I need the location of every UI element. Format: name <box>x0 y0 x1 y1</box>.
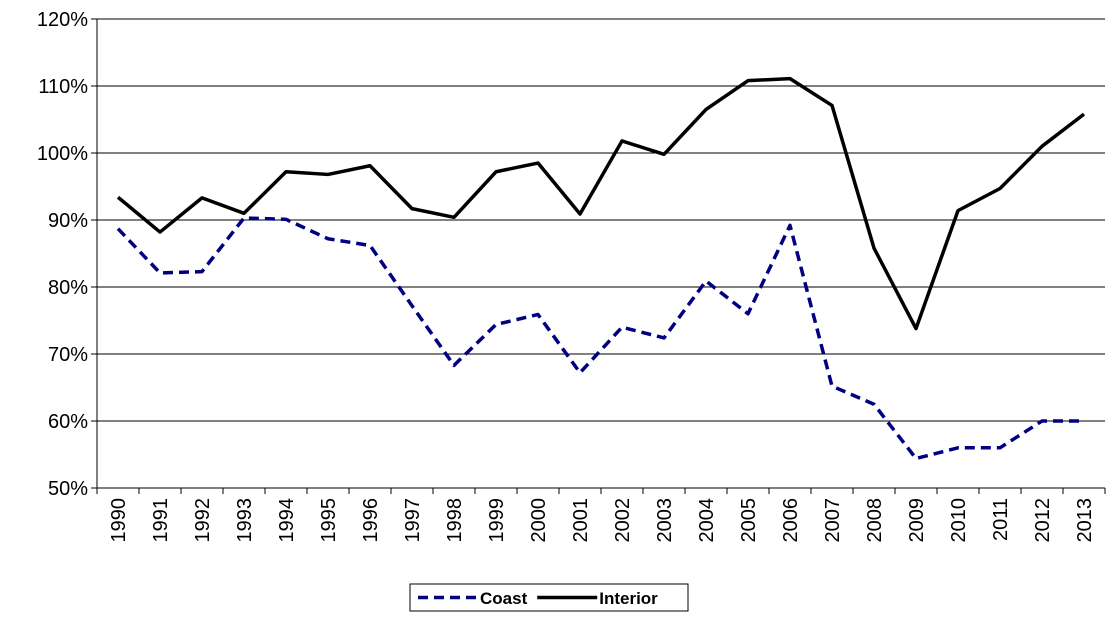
x-tick-label: 2011 <box>990 498 1012 541</box>
x-tick-label: 2012 <box>1032 498 1054 543</box>
x-tick-label: 2007 <box>822 498 844 543</box>
x-tick-label: 2004 <box>696 498 718 543</box>
x-tick-label: 1995 <box>318 498 340 543</box>
legend: Coast Interior <box>409 583 689 612</box>
x-tick-label: 1994 <box>276 498 298 543</box>
x-tick-label: 2003 <box>654 498 676 543</box>
x-tick-label: 2000 <box>528 498 550 543</box>
series-line <box>116 76 1086 331</box>
x-tick-label: 2010 <box>948 498 970 543</box>
y-tick-label: 50% <box>48 478 88 500</box>
x-tick-label: 1992 <box>192 498 214 543</box>
x-tick-label: 1998 <box>444 498 466 543</box>
y-tick-label: 80% <box>48 277 88 299</box>
x-tick-label: 2002 <box>612 498 634 543</box>
series-line <box>116 216 1084 461</box>
x-tick-label: 2009 <box>906 498 928 543</box>
y-tick-label: 110% <box>38 76 88 98</box>
x-tick-label: 1996 <box>360 498 382 543</box>
x-tick-label: 1991 <box>150 498 172 543</box>
x-tick-label: 2005 <box>738 498 760 543</box>
x-tick-label: 2008 <box>864 498 886 543</box>
y-tick-label: 100% <box>37 143 88 165</box>
x-tick-label: 1993 <box>234 498 256 543</box>
y-tick-label: 70% <box>48 344 88 366</box>
legend-label: Interior <box>599 589 658 608</box>
y-tick-label: 90% <box>48 210 88 232</box>
x-tick-label: 1997 <box>402 498 424 543</box>
x-tick-label: 1999 <box>486 498 508 543</box>
x-tick-label: 2001 <box>570 498 592 543</box>
x-tick-label: 2013 <box>1074 498 1096 543</box>
legend-label: Coast <box>480 589 528 608</box>
y-tick-label: 120% <box>37 9 88 31</box>
x-tick-label: 2006 <box>780 498 802 543</box>
y-tick-label: 60% <box>48 411 88 433</box>
x-tick-label: 1990 <box>108 498 130 543</box>
